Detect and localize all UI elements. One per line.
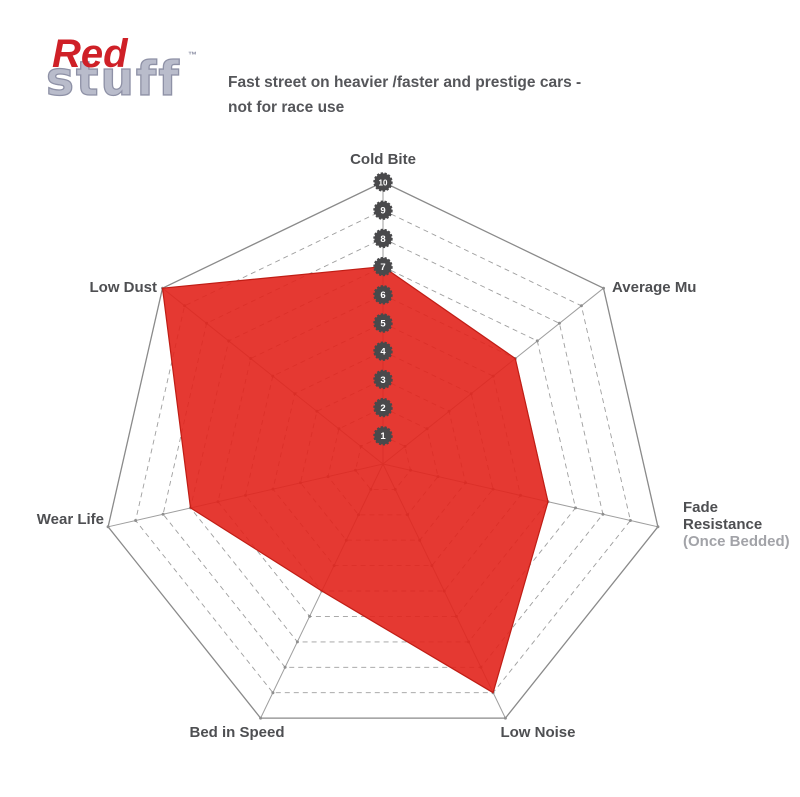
radar-outer-ring xyxy=(107,181,659,719)
scale-badge-number: 10 xyxy=(379,178,388,187)
axis-label: Wear Life xyxy=(37,511,104,528)
radar-ring xyxy=(135,209,631,694)
scale-badge-number: 9 xyxy=(380,206,385,217)
axis-label: Low Dust xyxy=(90,279,158,296)
scale-badge-number: 7 xyxy=(380,262,385,273)
axis-tick-dot xyxy=(656,525,660,529)
scale-badge xyxy=(373,228,393,249)
scale-badge-number: 1 xyxy=(380,431,386,442)
axis-tick-dot xyxy=(574,506,577,510)
axis-tick-dot xyxy=(106,525,110,529)
scale-badge xyxy=(373,426,393,446)
scale-badge-number: 2 xyxy=(380,403,385,414)
series-polygon xyxy=(161,266,549,694)
logo-stuff-text: stuff xyxy=(45,52,181,107)
scale-badge xyxy=(373,369,393,390)
scale-badge-number: 8 xyxy=(380,234,385,245)
axis-tick-dot xyxy=(295,640,299,644)
axis-tick-dot xyxy=(535,339,539,343)
scale-badge-number: 6 xyxy=(380,290,385,301)
tagline-line2: not for race use xyxy=(228,99,345,116)
axis-label: Bed in Speed xyxy=(189,724,284,741)
scale-badge xyxy=(373,200,393,220)
axis-tick-dot xyxy=(259,716,263,720)
axis-tick-dot xyxy=(308,614,312,618)
axis-tick-dot xyxy=(557,321,561,325)
redstuff-logo: stuff Red ™ xyxy=(42,34,242,144)
scale-badge-number: 5 xyxy=(380,318,386,329)
axis-tick-dot xyxy=(134,519,138,522)
scale-badge-number: 3 xyxy=(380,375,385,386)
trademark-symbol: ™ xyxy=(188,50,197,60)
axis-tick-dot xyxy=(628,519,632,522)
axis-tick-dot xyxy=(161,512,165,516)
scale-badge xyxy=(373,256,393,277)
axis-label: Low Noise xyxy=(500,724,575,741)
axis-tick-dot xyxy=(271,691,275,695)
axis-tick-dot xyxy=(283,665,287,669)
axis-label: Fade xyxy=(683,499,718,516)
axis-tick-dot xyxy=(601,512,605,516)
scale-badge xyxy=(373,172,393,192)
axis-label: Average Mu xyxy=(612,279,696,296)
radar-ring xyxy=(162,237,604,668)
axis-tick-dot xyxy=(579,304,583,308)
scale-badge xyxy=(373,341,393,361)
tagline: Fast street on heavier /faster and prest… xyxy=(228,70,688,120)
scale-badge xyxy=(373,313,393,333)
scale-badge xyxy=(373,285,393,305)
scale-badge-number: 4 xyxy=(380,347,386,358)
axis-label: (Once Bedded) xyxy=(683,533,790,550)
scale-badge xyxy=(373,397,393,418)
axis-label: Cold Bite xyxy=(350,151,416,168)
tagline-line1: Fast street on heavier /faster and prest… xyxy=(228,74,582,91)
logo-red-text: Red xyxy=(52,32,128,76)
axis-label: Resistance xyxy=(683,516,762,533)
axis-tick-dot xyxy=(602,286,605,290)
axis-tick-dot xyxy=(503,716,507,720)
